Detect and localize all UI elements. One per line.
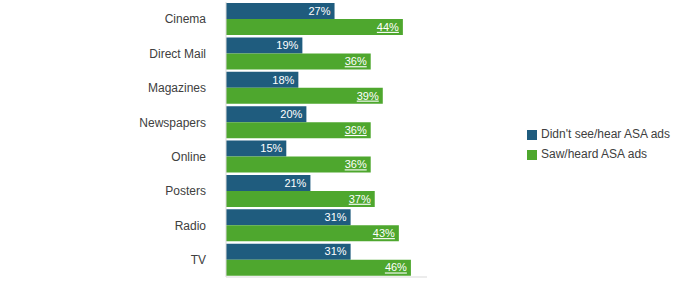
svg-text:36%: 36% xyxy=(345,158,367,170)
svg-text:36%: 36% xyxy=(345,55,367,67)
svg-text:Newspapers: Newspapers xyxy=(139,116,206,130)
svg-text:31%: 31% xyxy=(325,211,347,223)
svg-text:46%: 46% xyxy=(385,261,407,273)
svg-text:43%: 43% xyxy=(373,227,395,239)
svg-text:31%: 31% xyxy=(325,245,347,257)
svg-text:Magazines: Magazines xyxy=(148,81,206,95)
svg-text:37%: 37% xyxy=(349,193,371,205)
svg-text:15%: 15% xyxy=(260,142,282,154)
svg-text:21%: 21% xyxy=(284,177,306,189)
svg-text:TV: TV xyxy=(191,253,206,267)
html-text:Didn't see/hear ASA ads: Didn't see/hear ASA ads xyxy=(541,127,670,141)
svg-text:27%: 27% xyxy=(309,5,331,17)
svg-text:Direct Mail: Direct Mail xyxy=(149,47,206,61)
svg-text:44%: 44% xyxy=(377,21,399,33)
svg-text:Cinema: Cinema xyxy=(165,12,207,26)
svg-text:39%: 39% xyxy=(357,90,379,102)
svg-text:20%: 20% xyxy=(280,108,302,120)
svg-text:19%: 19% xyxy=(276,39,298,51)
svg-text:Posters: Posters xyxy=(165,184,206,198)
svg-text:36%: 36% xyxy=(345,124,367,136)
svg-text:Online: Online xyxy=(171,150,206,164)
svg-text:Radio: Radio xyxy=(175,219,207,233)
html-text:Saw/heard ASA ads: Saw/heard ASA ads xyxy=(541,147,648,161)
svg-text:18%: 18% xyxy=(272,74,294,86)
